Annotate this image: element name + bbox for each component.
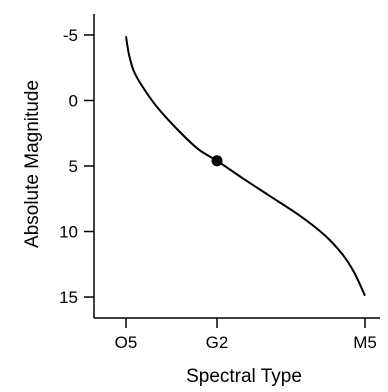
x-axis-label: Spectral Type xyxy=(186,366,302,387)
y-tick-label: 5 xyxy=(69,157,78,176)
x-tick-label: M5 xyxy=(353,333,377,352)
axes xyxy=(93,14,380,319)
sun-point xyxy=(211,155,223,167)
x-ticks: O5 G2 M5 xyxy=(115,318,377,352)
main-sequence-line xyxy=(125,36,366,297)
x-tick-label: G2 xyxy=(206,333,229,352)
y-tick-label: -5 xyxy=(63,26,78,45)
y-tick-label: 0 xyxy=(69,91,78,110)
y-axis-label: Absolute Magnitude xyxy=(22,80,43,248)
y-tick-label: 10 xyxy=(59,223,78,242)
y-ticks: -5 0 5 10 15 xyxy=(59,26,94,307)
y-tick-label: 15 xyxy=(59,288,78,307)
x-tick-label: O5 xyxy=(115,333,138,352)
